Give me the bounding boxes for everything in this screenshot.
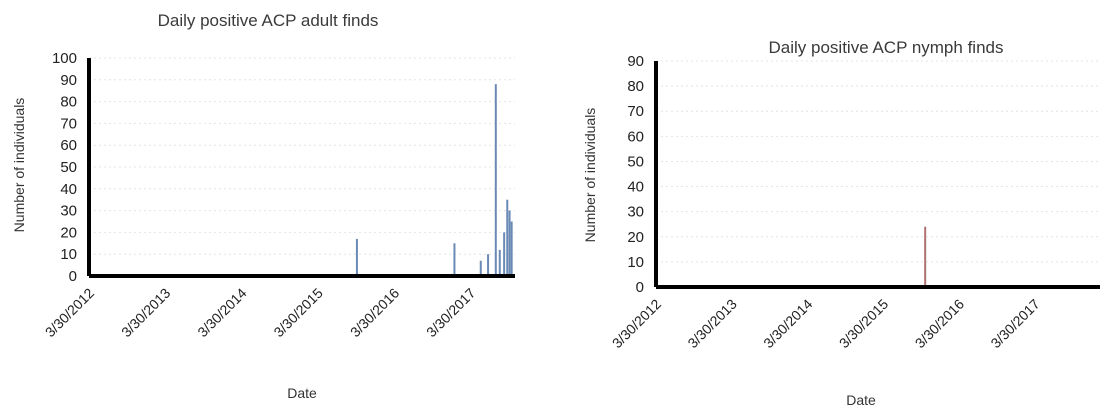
y-tick-label: 90 — [627, 53, 644, 70]
x-tick-label: 3/30/2014 — [194, 285, 250, 341]
x-axis-label: Date — [846, 392, 876, 408]
x-tick-labels: 3/30/2012 3/30/2013 3/30/2014 3/30/2015 3/30… — [609, 296, 1043, 352]
y-tick-label: 40 — [627, 179, 644, 196]
y-tick-labels: 0 10 20 30 40 50 60 70 80 90 100 — [52, 50, 77, 285]
bar — [487, 254, 490, 276]
y-tick-label: 20 — [60, 224, 77, 241]
y-tick-label: 20 — [627, 229, 644, 246]
x-axis-label: Date — [287, 385, 317, 401]
y-tick-label: 50 — [627, 153, 644, 170]
bar — [503, 232, 506, 276]
y-tick-label: 40 — [60, 181, 77, 198]
bar — [508, 210, 511, 276]
x-tick-label: 3/30/2013 — [684, 296, 740, 352]
y-axis-label: Number of individuals — [11, 98, 27, 233]
x-tick-label: 3/30/2016 — [347, 285, 403, 341]
bar — [479, 260, 482, 276]
x-tick-label: 3/30/2017 — [423, 285, 479, 341]
y-tick-label: 30 — [627, 204, 644, 221]
x-tick-label: 3/30/2017 — [987, 296, 1043, 352]
y-tick-label: 70 — [627, 103, 644, 120]
bar — [510, 221, 513, 276]
bar — [355, 238, 358, 276]
x-tick-label: 3/30/2016 — [912, 296, 968, 352]
bars — [355, 84, 513, 276]
y-tick-label: 60 — [60, 137, 77, 154]
x-tick-label: 3/30/2015 — [270, 285, 326, 341]
chart-title: Daily positive ACP adult finds — [158, 11, 379, 30]
y-tick-label: 80 — [60, 94, 77, 111]
y-tick-labels: 0 10 20 30 40 50 60 70 80 90 — [627, 53, 644, 296]
bar — [924, 226, 927, 287]
x-tick-label: 3/30/2012 — [609, 296, 665, 352]
y-tick-label: 0 — [69, 268, 77, 285]
y-tick-label: 60 — [627, 128, 644, 145]
y-tick-label: 50 — [60, 159, 77, 176]
x-tick-labels: 3/30/2012 3/30/2013 3/30/2014 3/30/2015 3/30… — [42, 285, 479, 341]
bar — [498, 249, 501, 276]
x-tick-label: 3/30/2013 — [118, 285, 174, 341]
gridlines — [89, 57, 515, 255]
y-tick-label: 0 — [636, 279, 644, 296]
nymph-finds-chart: Daily positive ACP nymph finds 0 10 20 30 40… — [582, 38, 1100, 408]
chart-title: Daily positive ACP nymph finds — [769, 38, 1004, 57]
x-tick-label: 3/30/2012 — [42, 285, 98, 341]
bar — [453, 243, 456, 276]
y-tick-label: 90 — [60, 72, 77, 89]
bar — [506, 199, 509, 276]
y-tick-label: 100 — [52, 50, 77, 67]
y-tick-label: 10 — [627, 254, 644, 271]
y-tick-label: 70 — [60, 115, 77, 132]
bars — [924, 226, 927, 287]
x-tick-label: 3/30/2014 — [760, 296, 816, 352]
y-tick-label: 30 — [60, 203, 77, 220]
y-tick-label: 10 — [60, 246, 77, 263]
bar — [494, 84, 497, 276]
y-tick-label: 80 — [627, 78, 644, 95]
y-axis-label: Number of individuals — [582, 108, 598, 243]
x-tick-label: 3/30/2015 — [836, 296, 892, 352]
adult-finds-chart: Daily positive ACP adult finds 0 10 20 30 40… — [11, 11, 515, 401]
gridlines — [656, 60, 1100, 263]
